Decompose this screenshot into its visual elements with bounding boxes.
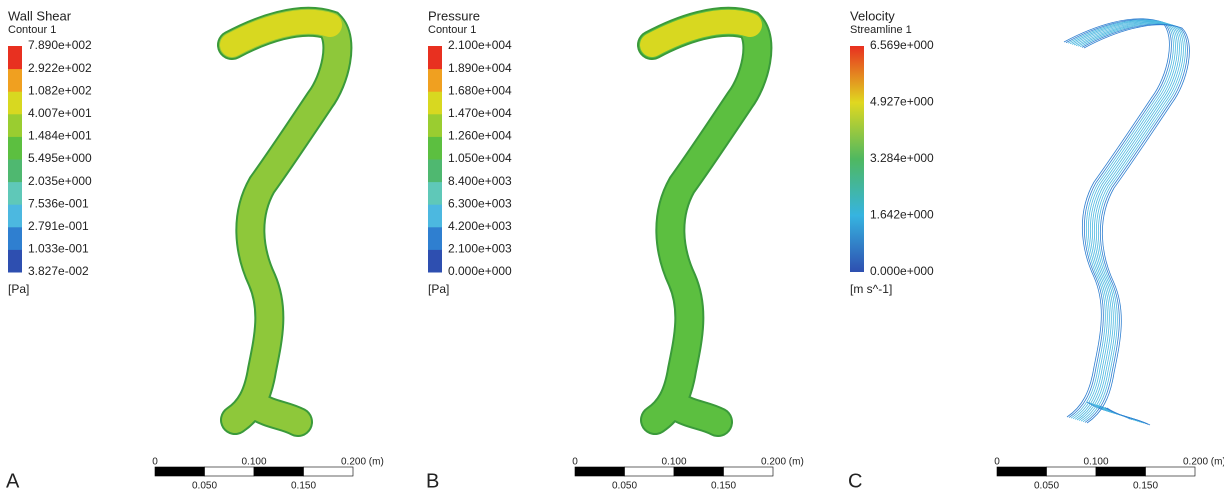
legend-label: 3.284e+000 [870, 151, 934, 165]
streamline [1070, 21, 1175, 421]
legend-label: 1.680e+004 [448, 83, 512, 97]
legend-unit: [m s^-1] [850, 282, 892, 296]
scale-segment [1096, 467, 1146, 476]
vessel [652, 22, 757, 422]
legend-label: 2.791e-001 [28, 219, 89, 233]
scale-segment [1146, 467, 1196, 476]
panel-letter: A [6, 470, 20, 492]
legend-label: 4.927e+000 [870, 95, 934, 109]
scale-segment [254, 467, 304, 476]
legend-label: 7.536e-001 [28, 196, 89, 210]
color-gradient [850, 46, 864, 272]
legend-label: 6.569e+000 [870, 38, 934, 52]
scale-label: 0 [994, 457, 1000, 468]
legend-subtitle: Streamline 1 [850, 24, 912, 36]
color-band [8, 91, 22, 114]
legend-label: 5.495e+000 [28, 151, 92, 165]
legend-label: 2.100e+003 [448, 242, 512, 256]
scale-label: 0 [572, 457, 578, 468]
color-band [428, 91, 442, 114]
legend-label: 2.035e+000 [28, 174, 92, 188]
scale-segment [674, 467, 724, 476]
scale-segment [1047, 467, 1097, 476]
legend-label: 0.000e+000 [448, 264, 512, 278]
legend-label: 1.033e-001 [28, 242, 89, 256]
legend-title: Pressure [428, 8, 480, 23]
scale-segment [575, 467, 625, 476]
color-band [8, 227, 22, 250]
color-band [428, 136, 442, 159]
legend-label: 2.922e+002 [28, 61, 92, 75]
scale-label: 0.100 [241, 457, 266, 468]
legend-label: 1.470e+004 [448, 106, 512, 120]
color-band [428, 182, 442, 205]
legend-label: 8.400e+003 [448, 174, 512, 188]
legend-label: 7.890e+002 [28, 38, 92, 52]
scale-segment [625, 467, 675, 476]
color-band [428, 227, 442, 250]
streamline [1068, 20, 1173, 420]
legend-label: 1.050e+004 [448, 151, 512, 165]
scale-label: 0.050 [1034, 481, 1059, 492]
color-band [8, 69, 22, 92]
color-band [8, 249, 22, 272]
vessel-arch [232, 22, 330, 45]
legend-unit: [Pa] [428, 282, 449, 296]
legend-label: 1.642e+000 [870, 208, 934, 222]
color-band [428, 69, 442, 92]
streamline [1066, 19, 1171, 419]
color-band [8, 159, 22, 182]
scale-label: 0.150 [1133, 481, 1158, 492]
legend-label: 4.007e+001 [28, 106, 92, 120]
scale-label: 0.200 (m) [341, 457, 384, 468]
legend-label: 1.484e+001 [28, 129, 92, 143]
figure: Wall ShearContour 17.890e+0022.922e+0021… [0, 0, 1224, 493]
legend-subtitle: Contour 1 [428, 24, 476, 36]
scale-label: 0.050 [192, 481, 217, 492]
scale-label: 0.200 (m) [1183, 457, 1224, 468]
legend-label: 0.000e+000 [870, 264, 934, 278]
vessel [232, 22, 337, 422]
scale-label: 0.050 [612, 481, 637, 492]
legend-unit: [Pa] [8, 282, 29, 296]
vessel-arch [652, 22, 750, 45]
legend-title: Velocity [850, 8, 895, 23]
legend-label: 3.827e-002 [28, 264, 89, 278]
color-band [8, 204, 22, 227]
scale-label: 0.100 [661, 457, 686, 468]
legend-title: Wall Shear [8, 8, 72, 23]
legend-label: 6.300e+003 [448, 196, 512, 210]
scale-segment [304, 467, 354, 476]
scale-label: 0.150 [711, 481, 736, 492]
legend-label: 4.200e+003 [448, 219, 512, 233]
panel-letter: C [848, 470, 862, 492]
color-band [428, 249, 442, 272]
scale-segment [205, 467, 255, 476]
scale-label: 0 [152, 457, 158, 468]
color-band [428, 159, 442, 182]
color-band [8, 182, 22, 205]
legend-subtitle: Contour 1 [8, 24, 56, 36]
scale-segment [997, 467, 1047, 476]
scale-label: 0.150 [291, 481, 316, 492]
scale-segment [724, 467, 774, 476]
color-band [8, 46, 22, 69]
scale-segment [155, 467, 205, 476]
color-band [8, 136, 22, 159]
color-band [428, 46, 442, 69]
color-band [428, 204, 442, 227]
legend-label: 1.082e+002 [28, 83, 92, 97]
color-band [428, 114, 442, 137]
scale-label: 0.100 [1083, 457, 1108, 468]
panel-letter: B [426, 470, 439, 492]
legend-label: 1.890e+004 [448, 61, 512, 75]
scale-label: 0.200 (m) [761, 457, 804, 468]
legend-label: 2.100e+004 [448, 38, 512, 52]
legend-label: 1.260e+004 [448, 129, 512, 143]
color-band [8, 114, 22, 137]
